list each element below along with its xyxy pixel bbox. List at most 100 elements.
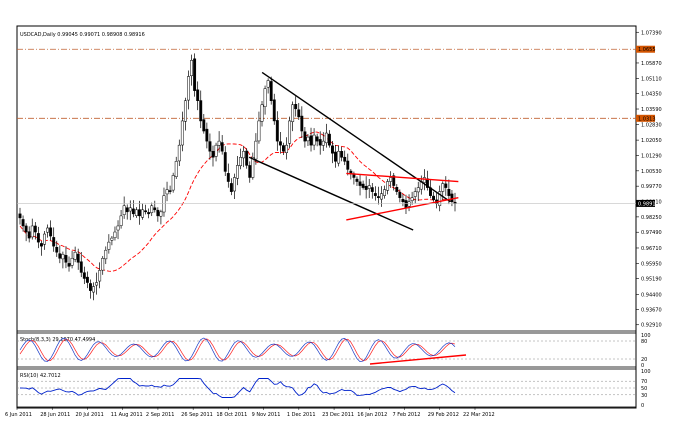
candle-body — [232, 177, 236, 192]
rsi-level-label: 50 — [641, 386, 647, 392]
candle-body — [24, 225, 28, 233]
candle-body — [165, 189, 169, 195]
candle-body — [248, 165, 252, 178]
date-label: 6 Jun 2011 — [5, 412, 32, 418]
rsi-level-label: 30 — [641, 393, 647, 399]
candle-body — [101, 258, 105, 271]
candle-body — [251, 157, 255, 178]
candle-body — [33, 225, 37, 233]
price-tick-label: 1.02050 — [641, 138, 662, 144]
candle-body — [441, 183, 445, 192]
candle-body — [30, 225, 34, 238]
candle-body — [211, 150, 215, 158]
candle-body — [272, 99, 276, 122]
current-price-tag: 0.9891 — [636, 199, 656, 207]
candle-body — [275, 120, 279, 142]
date-label: 11 Aug 2011 — [111, 412, 143, 418]
candle-body — [288, 120, 292, 144]
candle-body — [364, 185, 368, 190]
candle-body — [300, 115, 304, 132]
candle-body — [355, 178, 359, 182]
candle-body — [223, 152, 227, 172]
candle-body — [226, 173, 230, 182]
candle-body — [324, 132, 328, 144]
price-tick-label: 0.95950 — [641, 261, 662, 267]
candle-body — [119, 215, 123, 226]
candle-body — [438, 191, 442, 206]
candle-body — [229, 183, 233, 192]
stoch-main-line — [19, 337, 456, 362]
candle-body — [128, 207, 132, 212]
date-label: 9 Nov 2011 — [252, 412, 281, 418]
stochastic-title: Stoch(8,3,3) 29.1070 47.4994 — [20, 337, 95, 343]
candle-body — [171, 175, 175, 191]
price-tick-label: 1.05110 — [641, 76, 662, 82]
chart-title: USDCAD,Daily 0.99045 0.99071 0.98908 0.9… — [20, 32, 145, 38]
candle-body — [208, 141, 212, 152]
candle-body — [36, 233, 40, 243]
candle-body — [104, 249, 108, 260]
date-label: 26 Sep 2011 — [181, 412, 213, 418]
candle-body — [447, 189, 451, 196]
candle-body — [162, 195, 166, 213]
candle-body — [337, 150, 341, 164]
moving-average — [19, 131, 456, 272]
candle-body — [113, 231, 117, 238]
price-tick-label: 1.05870 — [641, 61, 662, 67]
candle-body — [18, 213, 22, 219]
price-tick-label: 1.00530 — [641, 169, 662, 175]
price-tick-label: 0.97490 — [641, 230, 662, 236]
date-label: 28 Jun 2011 — [40, 412, 70, 418]
candle-body — [61, 253, 65, 260]
candle-body — [168, 190, 172, 192]
candle-body — [291, 104, 295, 122]
ma-polyline — [19, 131, 456, 272]
candle-body — [76, 253, 80, 263]
trendline — [346, 172, 459, 183]
candle-body — [285, 144, 288, 153]
price-tick-label: 1.04350 — [641, 92, 662, 98]
candle-body — [318, 139, 322, 146]
candle-body — [73, 251, 77, 260]
chart-frame — [16, 25, 637, 409]
candle-body — [98, 270, 102, 282]
candle-body — [153, 207, 157, 211]
candle-body — [315, 136, 319, 142]
stoch-signal-line — [19, 338, 456, 362]
candle-body — [242, 150, 246, 159]
candle-body — [346, 160, 350, 170]
rsi-level-label: 70 — [641, 379, 647, 385]
level-tag-bg — [636, 114, 655, 122]
candle-body — [21, 219, 25, 227]
rsi-level-label: 0 — [641, 403, 644, 409]
candle-body — [125, 207, 129, 213]
candle-body — [183, 100, 187, 122]
candle-body — [156, 209, 160, 217]
candle-body — [95, 282, 99, 286]
candle-body — [383, 189, 386, 196]
candle-body — [254, 140, 258, 160]
rsi-line — [19, 378, 456, 398]
candle-body — [453, 201, 457, 204]
date-label: 29 Feb 2012 — [428, 412, 459, 418]
candle-body — [177, 144, 181, 162]
candle-body — [202, 119, 206, 132]
candle-body — [92, 286, 95, 293]
rsi-title: RSI(10) 42.7012 — [20, 373, 61, 379]
candle-body — [138, 209, 141, 217]
price-panel[interactable]: USDCAD,Daily 0.99045 0.99071 0.98908 0.9… — [16, 25, 637, 332]
horizontal-levels — [17, 48, 636, 119]
candle-body — [331, 145, 334, 154]
candle-body — [340, 151, 344, 158]
stoch-level-label: 0 — [641, 363, 644, 369]
candle-body — [141, 209, 144, 218]
price-tick-label: 0.96710 — [641, 246, 662, 252]
candle-body — [297, 109, 301, 118]
candle-body — [422, 177, 426, 183]
candle-body — [367, 185, 371, 189]
candle-body — [67, 263, 71, 267]
